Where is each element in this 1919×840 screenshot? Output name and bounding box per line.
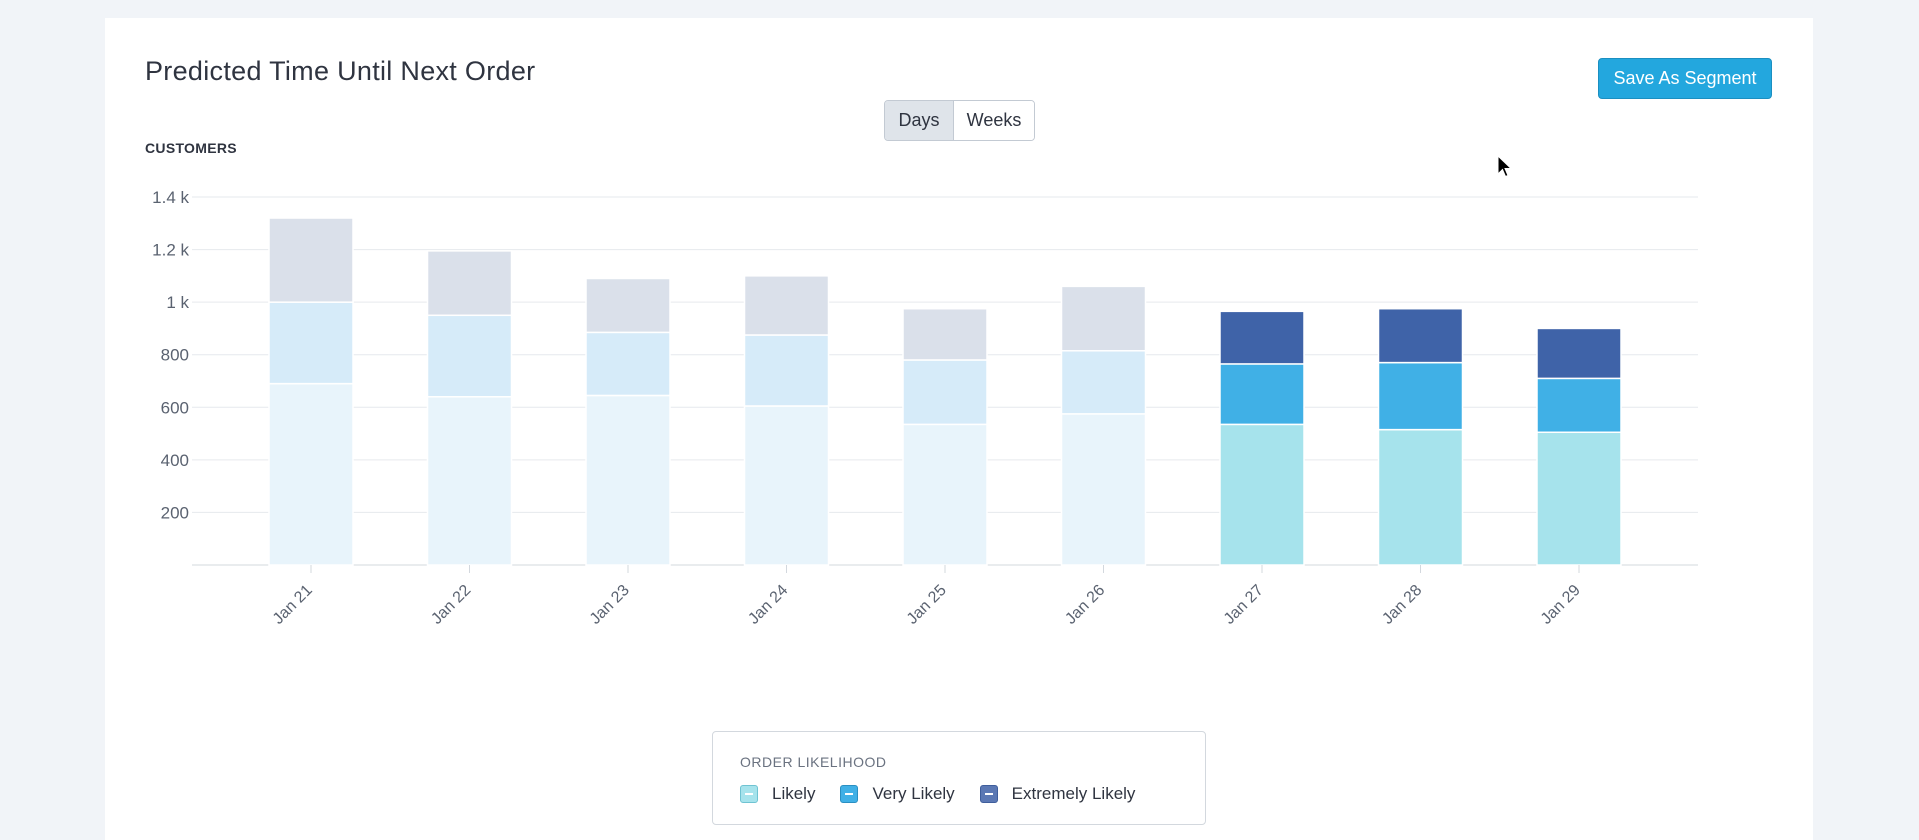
bar-segment bbox=[1219, 423, 1305, 566]
bar-segment bbox=[743, 275, 830, 336]
mouse-pointer-icon bbox=[1497, 155, 1513, 178]
x-tick-label: Jan 22 bbox=[428, 582, 474, 628]
bar-segment bbox=[743, 405, 830, 566]
bar-segment bbox=[902, 359, 988, 426]
bar-segment bbox=[426, 250, 513, 317]
days-weeks-toggle: Days Weeks bbox=[884, 100, 1035, 141]
y-tick-label: 1.4 k bbox=[152, 188, 189, 207]
legend-item-likely[interactable]: Likely bbox=[740, 784, 815, 804]
legend-label: Very Likely bbox=[872, 784, 955, 803]
x-tick-label: Jan 27 bbox=[1221, 582, 1267, 628]
legend-label: Likely bbox=[772, 784, 816, 803]
y-axis-title: CUSTOMERS bbox=[145, 140, 237, 156]
bar-segment bbox=[585, 277, 671, 334]
x-tick-label: Jan 28 bbox=[1379, 582, 1425, 628]
y-tick-label: 200 bbox=[161, 503, 189, 522]
chart-card: Predicted Time Until Next Order Save As … bbox=[105, 18, 1813, 840]
bar-segment bbox=[585, 331, 671, 397]
y-tick-label: 1 k bbox=[166, 293, 189, 312]
bar-segment bbox=[1219, 363, 1305, 426]
legend-item-very-likely[interactable]: Very Likely bbox=[840, 784, 955, 804]
bar-segment bbox=[1536, 377, 1622, 434]
y-tick-label: 1.2 k bbox=[152, 241, 189, 260]
y-tick-label: 800 bbox=[161, 346, 189, 365]
y-tick-label: 400 bbox=[161, 451, 189, 470]
bar-segment bbox=[902, 423, 988, 566]
toggle-days[interactable]: Days bbox=[885, 101, 954, 140]
bar-segment bbox=[268, 301, 354, 385]
bar-segment bbox=[1060, 350, 1147, 415]
x-tick-label: Jan 23 bbox=[587, 582, 633, 628]
likely-swatch-icon bbox=[740, 785, 758, 803]
bar-segment bbox=[426, 396, 513, 566]
bar-segment bbox=[1060, 285, 1147, 352]
y-tick-label: 600 bbox=[161, 398, 189, 417]
bar-segment bbox=[1377, 428, 1464, 566]
save-as-segment-button[interactable]: Save As Segment bbox=[1598, 58, 1772, 99]
bar-segment bbox=[268, 382, 354, 566]
bar-segment bbox=[585, 394, 671, 566]
legend-label: Extremely Likely bbox=[1011, 784, 1136, 803]
bar-segment bbox=[426, 314, 513, 398]
bar-segment bbox=[1219, 310, 1305, 365]
legend-items: Likely Very Likely Extremely Likely bbox=[740, 784, 1160, 804]
bar-segment bbox=[1377, 361, 1464, 431]
bar-segment bbox=[902, 307, 988, 361]
x-tick-label: Jan 24 bbox=[745, 582, 791, 628]
stacked-bar-chart: 200 400 600 800 1 k 1.2 k 1.4 k Jan 21 Jan 22 Jan… bbox=[152, 188, 1698, 628]
legend-item-extremely-likely[interactable]: Extremely Likely bbox=[979, 784, 1136, 804]
bar-segment bbox=[1536, 327, 1622, 380]
x-tick-label: Jan 29 bbox=[1538, 582, 1584, 628]
page-title: Predicted Time Until Next Order bbox=[145, 56, 536, 86]
x-tick-label: Jan 25 bbox=[904, 582, 950, 628]
x-tick-label: Jan 26 bbox=[1062, 582, 1108, 628]
bar-segment bbox=[268, 217, 354, 303]
x-tick-label: Jan 21 bbox=[270, 582, 316, 628]
legend-title: ORDER LIKELIHOOD bbox=[740, 754, 887, 770]
extremely-likely-swatch-icon bbox=[979, 785, 998, 803]
bar-segment bbox=[1536, 431, 1622, 566]
bar-segment bbox=[1377, 307, 1464, 364]
toggle-weeks[interactable]: Weeks bbox=[954, 101, 1034, 140]
bar-segment bbox=[1060, 413, 1147, 566]
very-likely-swatch-icon bbox=[840, 785, 859, 803]
legend: ORDER LIKELIHOOD Likely Very Likely Extr… bbox=[712, 731, 1206, 825]
bar-segment bbox=[743, 334, 830, 407]
